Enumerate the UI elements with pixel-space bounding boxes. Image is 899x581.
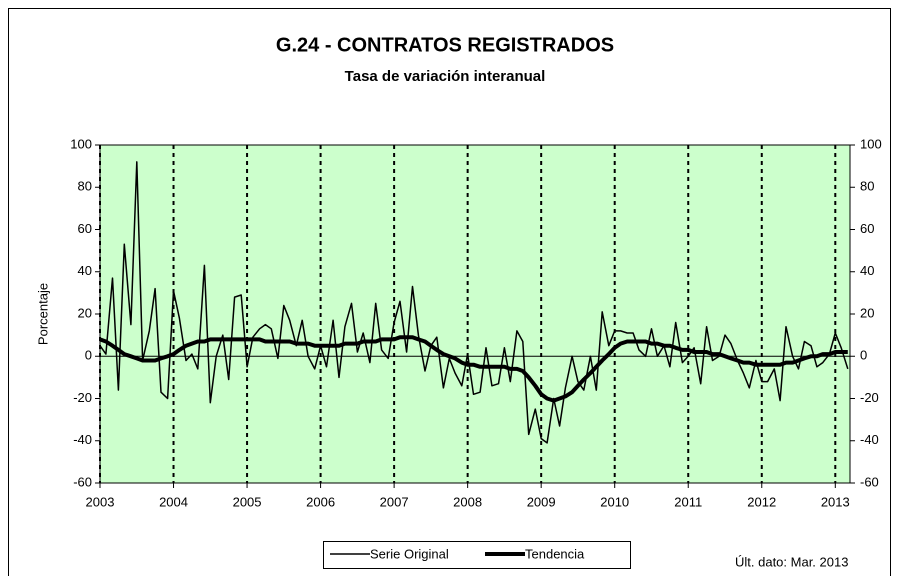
y-tick-label: 20 <box>78 305 92 320</box>
series-line <box>99 335 848 403</box>
x-tick-label: 2006 <box>306 494 335 509</box>
y-tick-label: 80 <box>78 179 92 194</box>
y-tick-label: 0 <box>85 348 92 363</box>
x-tick-label: 2005 <box>233 494 262 509</box>
y2-tick-label: 20 <box>860 305 874 320</box>
y2-tick-label: 0 <box>860 348 867 363</box>
x-tick-label: 2003 <box>86 494 115 509</box>
x-tick-label: 2012 <box>747 494 776 509</box>
y2-tick-label: 100 <box>860 136 882 151</box>
series-line <box>99 161 849 444</box>
x-tick-label: 2013 <box>821 494 850 509</box>
chart-title: G.24 - CONTRATOS REGISTRADOS <box>276 34 614 56</box>
y2-tick-label: -60 <box>860 474 879 489</box>
y2-tick-label: 40 <box>860 263 874 278</box>
y-tick-label: 60 <box>78 221 92 236</box>
legend-label: Tendencia <box>525 546 585 561</box>
note: Últ. dato: Mar. 2013 <box>735 554 848 569</box>
chart-subtitle: Tasa de variación interanual <box>345 68 546 85</box>
y-tick-label: -40 <box>73 432 92 447</box>
y-axis-label: Porcentaje <box>35 283 50 345</box>
y2-tick-label: 80 <box>860 179 874 194</box>
y-tick-label: 100 <box>70 136 92 151</box>
y2-tick-label: -20 <box>860 390 879 405</box>
y2-tick-label: -40 <box>860 432 879 447</box>
x-tick-label: 2004 <box>159 494 188 509</box>
y2-tick-label: 60 <box>860 221 874 236</box>
x-tick-label: 2008 <box>453 494 482 509</box>
y-tick-label: -20 <box>73 390 92 405</box>
plot-area <box>99 144 851 484</box>
legend-label: Serie Original <box>370 546 449 561</box>
x-tick-label: 2009 <box>527 494 556 509</box>
x-tick-label: 2010 <box>600 494 629 509</box>
y-tick-label: 40 <box>78 263 92 278</box>
x-tick-label: 2011 <box>674 494 702 509</box>
x-tick-label: 2007 <box>380 494 409 509</box>
legend <box>323 541 631 569</box>
y-tick-label: -60 <box>73 474 92 489</box>
